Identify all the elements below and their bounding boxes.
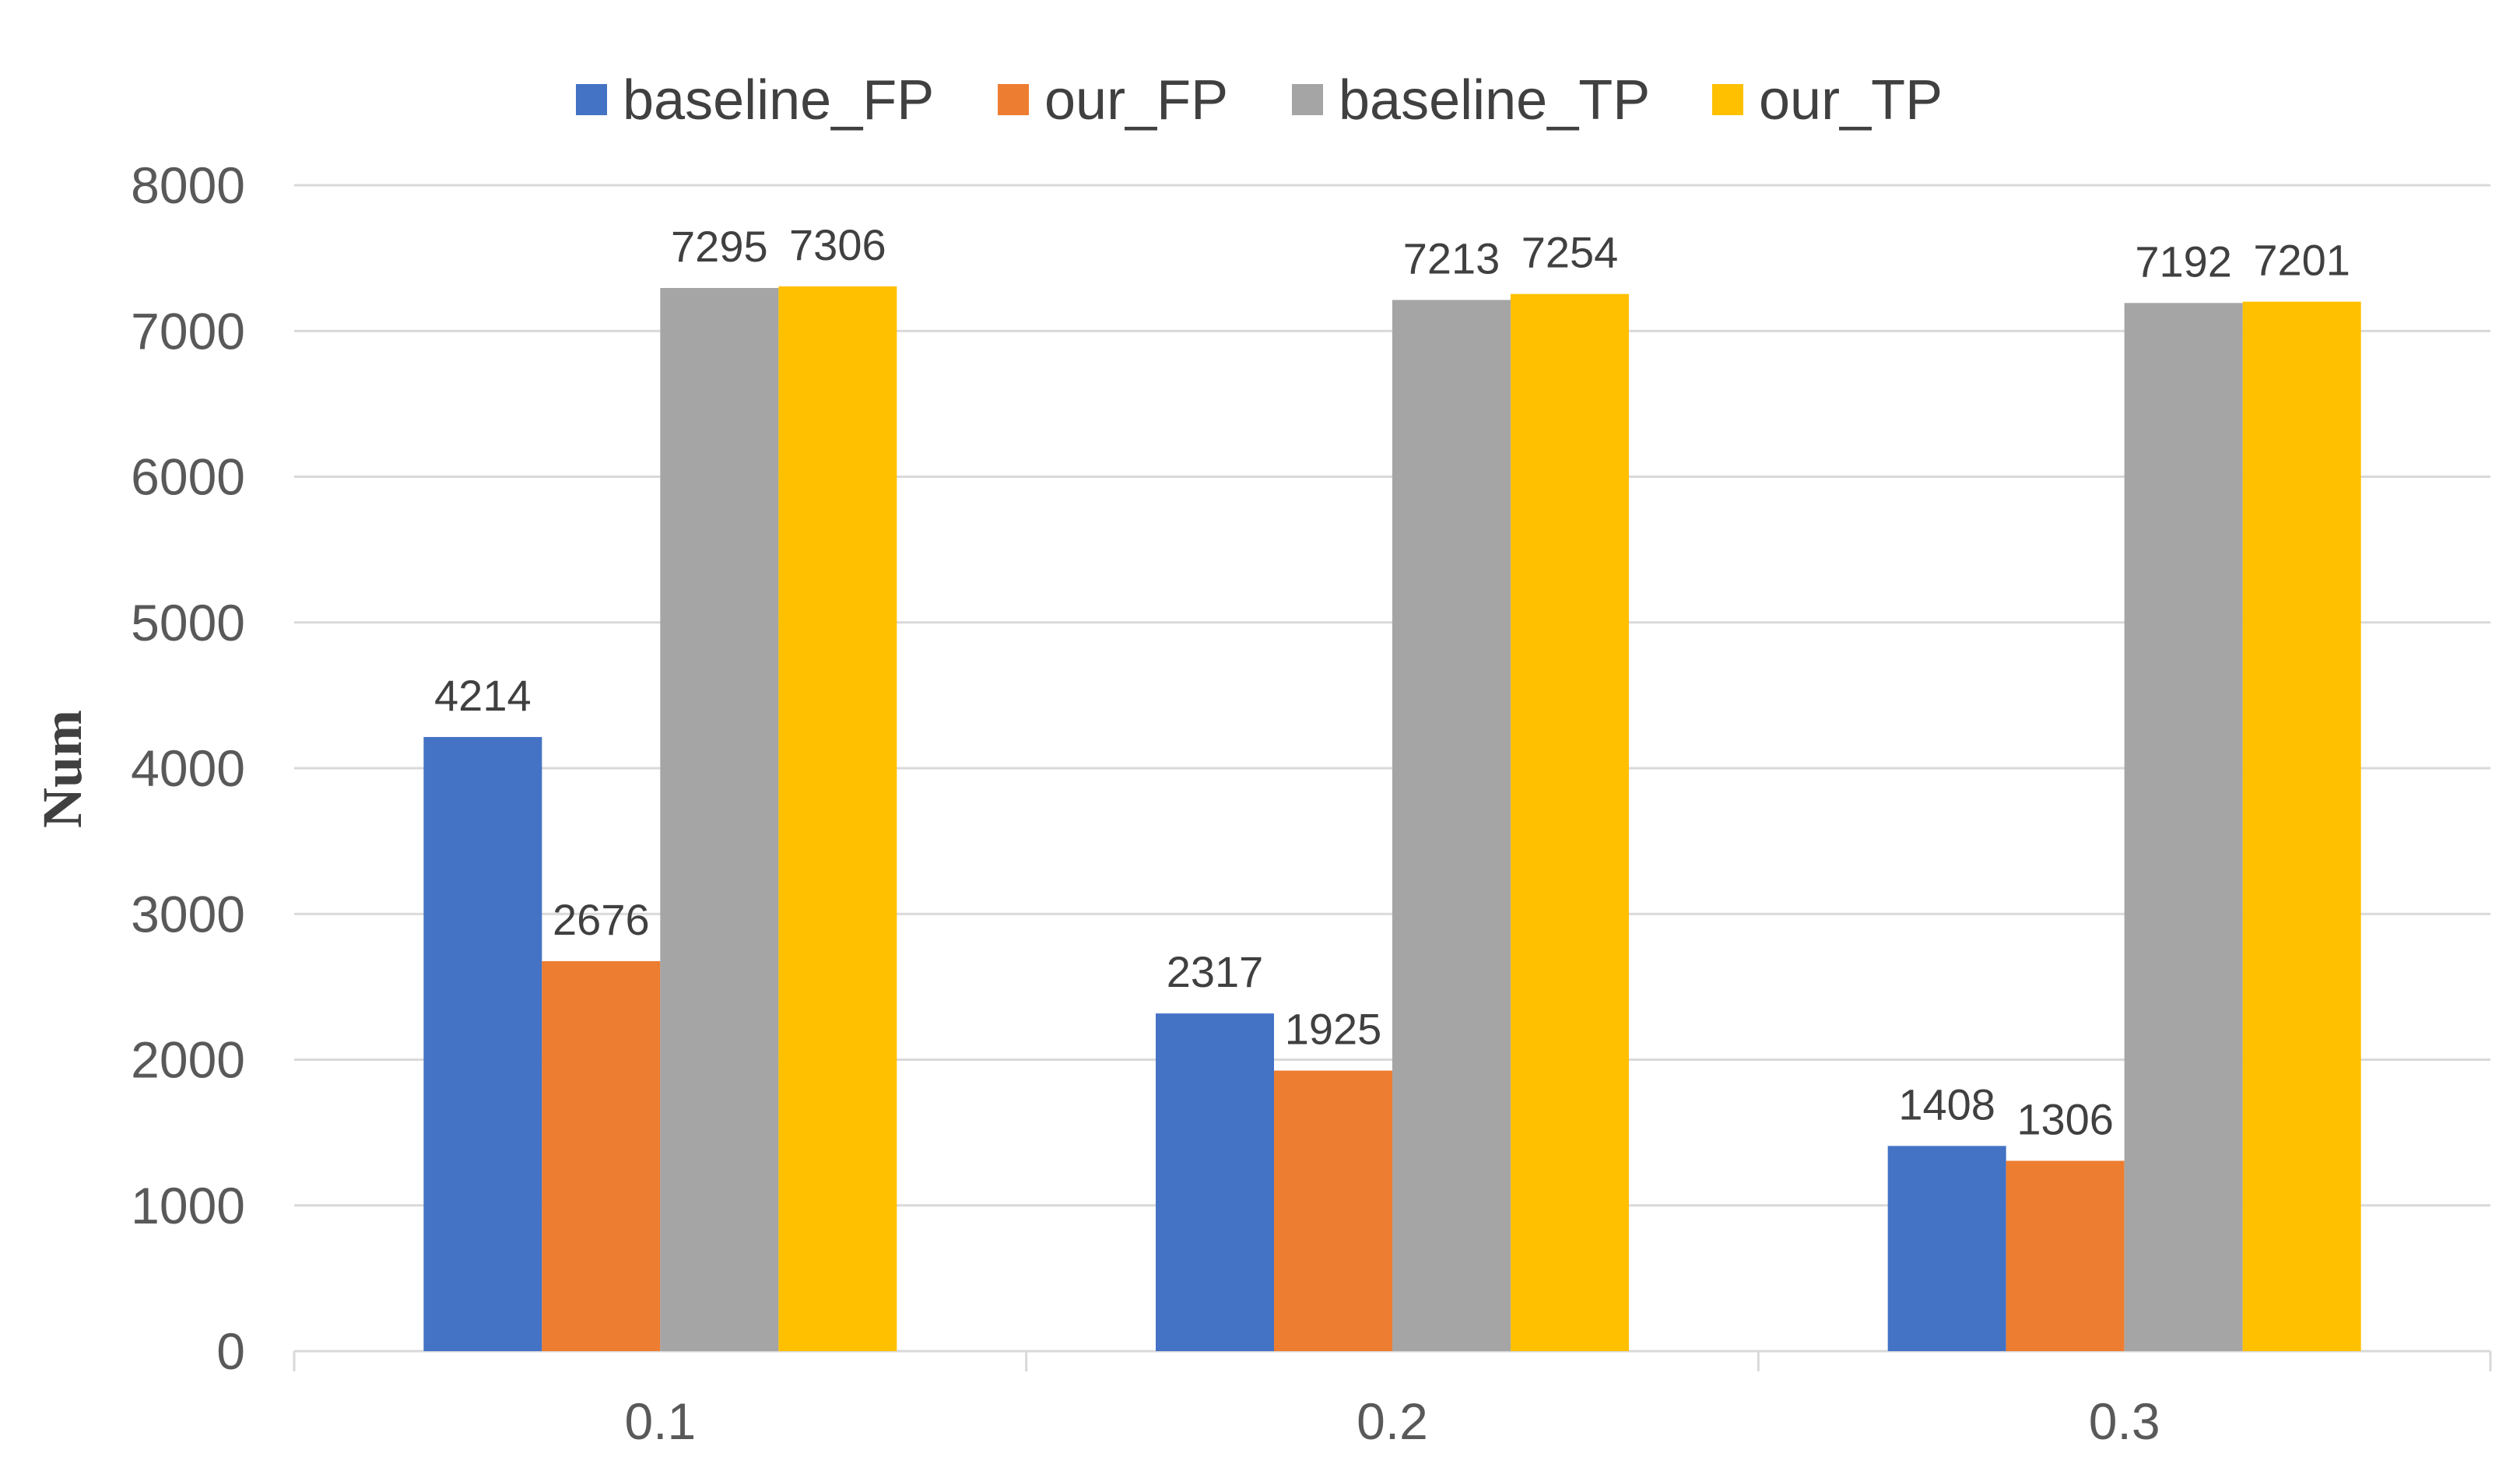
legend-swatch bbox=[998, 84, 1029, 115]
bar-baseline_TP-0.1 bbox=[660, 288, 779, 1352]
bar-baseline_FP-0.3 bbox=[1887, 1146, 2006, 1351]
bar-our_FP-0.2 bbox=[1274, 1070, 1392, 1351]
y-tick-label: 4000 bbox=[131, 739, 245, 797]
data-labels: 4214 2317 1408 2676 1925 1306 7295 7213 7192 7306… bbox=[434, 220, 2350, 1144]
legend-label: baseline_FP bbox=[623, 69, 934, 132]
legend: baseline_FP our_FP baseline_TP our_TP bbox=[576, 69, 1943, 132]
data-label: 1408 bbox=[1898, 1080, 1995, 1129]
data-label: 2676 bbox=[553, 895, 650, 944]
bar-baseline_TP-0.3 bbox=[2124, 303, 2243, 1352]
data-label: 1925 bbox=[1285, 1005, 1382, 1054]
axes: 0 1000 2000 3000 4000 5000 6000 7000 8000 0.1 0.2 0… bbox=[131, 156, 2492, 1450]
bar-baseline_TP-0.2 bbox=[1392, 300, 1511, 1352]
data-label: 4214 bbox=[434, 671, 532, 720]
bars bbox=[423, 286, 2361, 1352]
y-tick-label: 8000 bbox=[131, 156, 245, 214]
data-label: 7213 bbox=[1403, 233, 1500, 283]
data-label: 7201 bbox=[2253, 236, 2350, 285]
x-tick-label: 0.1 bbox=[624, 1392, 696, 1450]
y-tick-label: 2000 bbox=[131, 1031, 245, 1089]
y-tick-label: 3000 bbox=[131, 885, 245, 943]
data-label: 2317 bbox=[1167, 947, 1264, 996]
data-label: 7192 bbox=[2135, 237, 2232, 286]
bar-our_TP-0.2 bbox=[1511, 293, 1629, 1352]
data-label: 1306 bbox=[2016, 1094, 2114, 1143]
x-tick-label: 0.2 bbox=[1357, 1392, 1428, 1450]
data-label: 7254 bbox=[1521, 228, 1619, 277]
y-axis-title: Num bbox=[31, 710, 93, 828]
legend-label: baseline_TP bbox=[1339, 69, 1650, 132]
bar-our_FP-0.3 bbox=[2006, 1160, 2125, 1351]
bar-our_FP-0.1 bbox=[542, 960, 661, 1351]
x-tick-label: 0.3 bbox=[2089, 1392, 2160, 1450]
y-tick-label: 0 bbox=[216, 1322, 245, 1380]
y-tick-label: 7000 bbox=[131, 302, 245, 360]
y-tick-label: 5000 bbox=[131, 594, 245, 651]
y-tick-label: 1000 bbox=[131, 1177, 245, 1234]
bar-baseline_FP-0.1 bbox=[423, 736, 542, 1351]
legend-swatch bbox=[1712, 84, 1743, 115]
legend-label: our_TP bbox=[1759, 69, 1943, 132]
legend-swatch bbox=[576, 84, 607, 115]
bar-baseline_FP-0.2 bbox=[1156, 1013, 1274, 1351]
y-tick-label: 6000 bbox=[131, 448, 245, 506]
bar-our_TP-0.3 bbox=[2242, 301, 2361, 1351]
data-label: 7306 bbox=[789, 220, 886, 269]
legend-label: our_FP bbox=[1044, 69, 1228, 132]
data-label: 7295 bbox=[671, 222, 768, 271]
bar-our_TP-0.1 bbox=[778, 286, 897, 1351]
legend-swatch bbox=[1292, 84, 1323, 115]
